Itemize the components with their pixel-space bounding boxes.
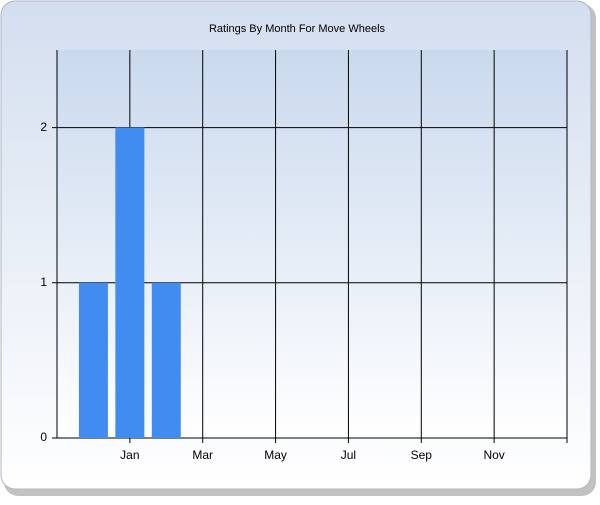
- y-tick-label: 2: [40, 120, 47, 134]
- y-tick-label: 0: [40, 430, 47, 444]
- x-tick-label: Nov: [483, 448, 504, 462]
- bar: [78, 282, 108, 438]
- y-tick-label: 1: [40, 275, 47, 289]
- x-tick-label: May: [264, 448, 287, 462]
- x-tick-label: Sep: [411, 448, 433, 462]
- x-tick-label: Mar: [192, 448, 213, 462]
- chart-title: Ratings By Month For Move Wheels: [209, 23, 386, 35]
- bar: [151, 282, 181, 438]
- bar: [115, 127, 145, 438]
- x-tick-label: Jul: [341, 448, 356, 462]
- x-tick-label: Jan: [120, 448, 139, 462]
